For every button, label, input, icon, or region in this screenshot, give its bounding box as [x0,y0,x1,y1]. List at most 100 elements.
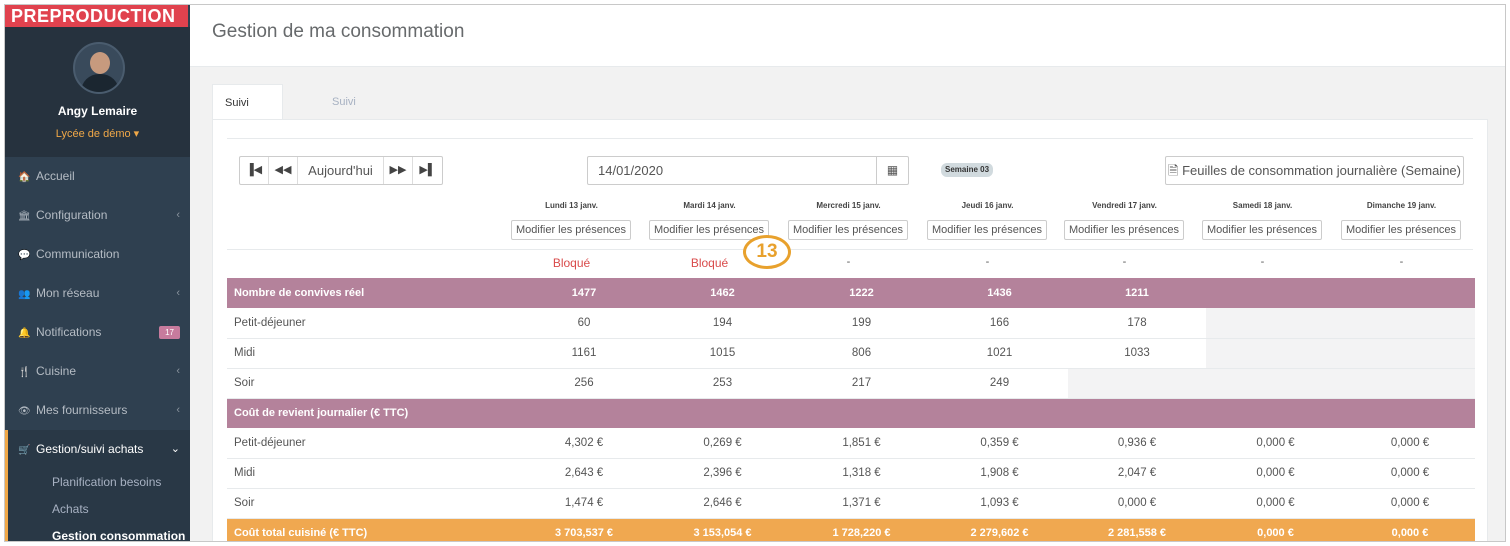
table-cell: 0,000 € [1068,488,1206,519]
table-cell: 60 [515,308,653,339]
row-label: Soir [227,368,515,399]
row-label: Midi [227,458,515,489]
table-cell: 0,000 € [1206,518,1345,541]
users-icon: 👥 [18,289,31,300]
sidebar-subitem-gestion-consommation[interactable]: Gestion consommation [52,529,186,542]
sidebar-item-communication[interactable]: 💬 Communication [5,235,190,274]
table-cell: 0,000 € [1206,428,1345,459]
table-cell: 0,000 € [1345,488,1475,519]
last-week-icon[interactable]: ▶▌ [419,164,436,176]
table-section-row: Nombre de convives réel 1477 1462 1222 1436 1… [227,278,1475,308]
date-picker: ▦ [587,156,909,185]
sidebar-item-mes-fournisseurs[interactable]: 👁 Mes fournisseurs ‹ [5,391,190,430]
tab-suivi-global[interactable]: Suivi Global [332,96,364,144]
daily-tracking-panel: ▐◀ ◀◀ Aujourd'hui ▶▶ ▶▌ ▦ Semaine 03 🗎 F… [212,119,1488,541]
empty-cell [1345,308,1475,339]
day-status: - [1260,256,1265,268]
sidebar: PREPRODUCTION Angy Lemaire Lycée de démo… [5,5,190,541]
row-label: Coût de revient journalier (€ TTC) [227,398,515,428]
export-button-label: Feuilles de consommation journalière (Se… [1182,163,1461,178]
environment-banner: PREPRODUCTION [5,5,188,27]
table-cell: 2 279,602 € [931,518,1068,541]
table-cell: 217 [792,368,931,399]
day-header: Vendredi 17 janv. [1092,201,1157,210]
chevron-left-icon: ‹ [176,365,180,377]
empty-cell [1206,368,1345,399]
edit-attendance-button[interactable]: Modifier les présences [1064,220,1185,240]
table-cell: 1462 [653,278,792,308]
user-name: Angy Lemaire [57,104,138,118]
edit-attendance-button[interactable]: Modifier les présences [1341,220,1462,240]
school-selector[interactable]: Lycée de démo ▾ [55,128,140,140]
table-cell: 2 281,558 € [1068,518,1206,541]
sidebar-item-configuration[interactable]: 🏛 Configuration ‹ [5,196,190,235]
row-label: Petit-déjeuner [227,428,515,459]
chevron-down-icon: ⌄ [170,443,180,455]
table-row: Petit-déjeuner 60 194 199 166 178 [227,308,1475,339]
chat-icon: 💬 [18,250,31,261]
row-label: Midi [227,338,515,369]
avatar[interactable] [73,42,125,94]
sidebar-subitem-planification-besoins[interactable]: Planification besoins [52,475,162,489]
table-cell: 1211 [1068,278,1206,308]
day-status: Bloqué [690,256,729,270]
consumption-table: Nombre de convives réel 1477 1462 1222 1436 1… [227,278,1475,541]
edit-attendance-button[interactable]: Modifier les présences [788,220,909,240]
day-status: - [985,256,990,268]
table-cell [515,398,653,428]
chevron-left-icon: ‹ [176,209,180,221]
previous-week-icon[interactable]: ◀◀ [269,157,298,184]
bank-icon: 🏛 [18,211,31,222]
divider [227,249,1473,250]
table-cell: 0,936 € [1068,428,1206,459]
sidebar-item-mon-r-seau[interactable]: 👥 Mon réseau ‹ [5,274,190,313]
table-cell: 166 [931,308,1068,339]
table-cell: 194 [653,308,792,339]
empty-cell [1345,368,1475,399]
sidebar-item-cuisine[interactable]: 🍴 Cuisine ‹ [5,352,190,391]
next-week-icon[interactable]: ▶▶ [384,157,413,184]
sidebar-item-gestion-suivi-achats[interactable]: 🛒 Gestion/suivi achats ⌄ [5,430,190,469]
table-cell: 3 703,537 € [515,518,653,541]
table-cell [1206,278,1345,308]
sidebar-item-accueil[interactable]: 🏠 Accueil [5,157,190,196]
table-cell: 1222 [792,278,931,308]
table-cell: 2,643 € [515,458,653,489]
table-cell: 2,646 € [653,488,792,519]
table-cell: 0,000 € [1206,458,1345,489]
date-input[interactable] [588,157,876,184]
table-cell: 1,908 € [931,458,1068,489]
empty-cell [1206,308,1345,339]
table-cell: 0,269 € [653,428,792,459]
cutlery-icon: 🍴 [18,367,31,378]
sidebar-item-notifications[interactable]: 🔔 Notifications 17 [5,313,190,352]
tab-suivi-journalier[interactable]: Suivi journalier [212,84,284,145]
day-header: Samedi 18 janv. [1232,201,1293,210]
table-cell: 256 [515,368,653,399]
table-cell [792,398,931,428]
table-row: Midi 1161 1015 806 1021 1033 [227,338,1475,369]
sidebar-nav: 🏠 Accueil 🏛 Configuration ‹ 💬 Communication 👥 Mo… [5,157,190,542]
sidebar-item-label: Notifications [36,325,102,339]
table-cell: 1,371 € [792,488,931,519]
edit-attendance-button[interactable]: Modifier les présences [927,220,1048,240]
edit-attendance-button[interactable]: Modifier les présences [1202,220,1323,240]
export-consumption-sheets-button[interactable]: 🗎 Feuilles de consommation journalière (… [1165,156,1464,185]
sidebar-subitem-achats[interactable]: Achats [52,502,89,516]
table-cell: 1033 [1068,338,1206,369]
first-week-icon[interactable]: ▐◀ [240,157,269,184]
day-status: Bloqué [552,256,591,270]
chevron-left-icon: ‹ [176,287,180,299]
today-button[interactable]: Aujourd'hui [298,157,384,184]
edit-attendance-button[interactable]: Modifier les présences [511,220,632,240]
sidebar-item-label: Gestion/suivi achats [36,442,144,456]
day-header: Mardi 14 janv. [683,201,736,210]
sidebar-item-label: Mes fournisseurs [36,403,128,417]
edit-attendance-button[interactable]: Modifier les présences [649,220,770,240]
divider [227,138,1473,139]
day-header: Mercredi 15 janv. [816,201,881,210]
table-row: Midi 2,643 €2,396 €1,318 €1,908 €2,047 €0… [227,458,1475,489]
row-label: Petit-déjeuner [227,308,515,339]
calendar-icon[interactable]: ▦ [876,157,908,184]
table-cell [1345,278,1475,308]
